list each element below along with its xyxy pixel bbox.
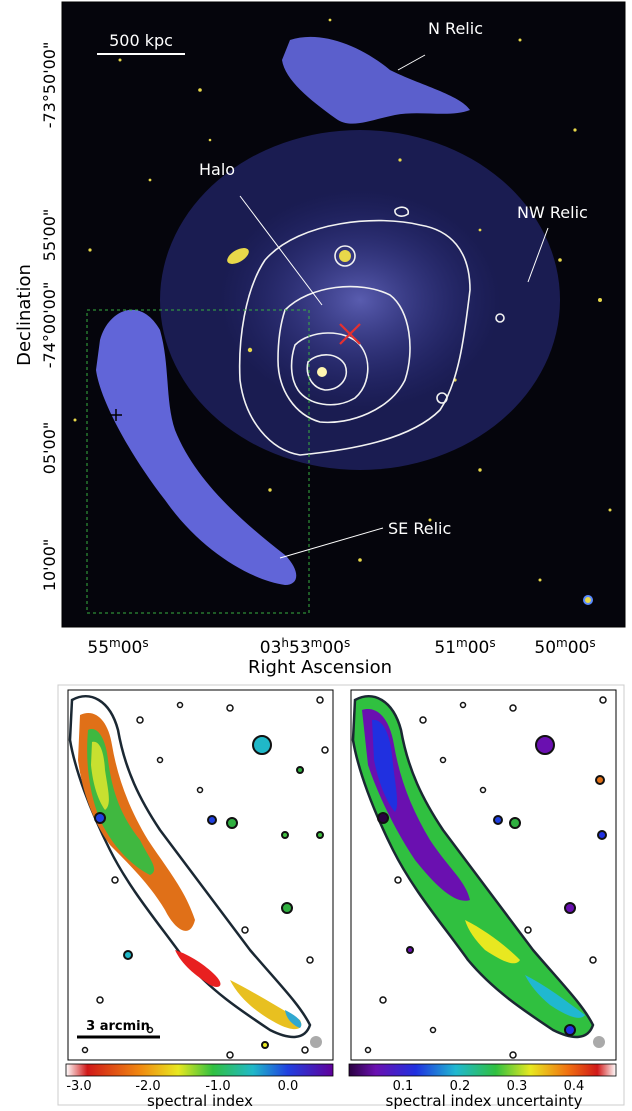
radio-source (339, 250, 351, 262)
x-tick-label: 51m00s (434, 636, 495, 658)
x-axis: 55m00s 03h53m00s 51m00s 50m00s Right Asc… (87, 636, 595, 678)
relic-index-region (175, 950, 221, 987)
n-relic-emission (282, 36, 470, 124)
map-frame (67, 689, 334, 1061)
y-axis: Declination -73°50'00" 55'00" -74°00'00"… (14, 42, 59, 592)
relic-uncertainty-region (351, 695, 595, 1039)
y-tick-label: -73°50'00" (40, 42, 59, 129)
label-halo: Halo (199, 160, 235, 179)
image-frame (61, 1, 626, 628)
colorbar-tick-label: -2.0 (135, 1079, 160, 1094)
y-axis-title: Declination (14, 264, 35, 366)
radio-source (227, 248, 249, 264)
map-frame (350, 689, 617, 1061)
right-colorbar-gradient (348, 1063, 617, 1077)
left-colorbar-title: spectral index (147, 1092, 253, 1110)
se-relic-emission (96, 309, 297, 585)
leader-n-relic (397, 54, 426, 71)
relic-index-region (91, 741, 109, 810)
x-tick-label: 50m00s (534, 636, 595, 658)
y-tick-label: 10'00" (40, 539, 59, 591)
plus-marker (110, 409, 122, 421)
relic-index-region (285, 1010, 302, 1028)
relic-uncertainty-region (372, 719, 398, 812)
bottom-figure-frame (57, 684, 625, 1106)
relic-uncertainty-region (465, 920, 520, 964)
right-colorbar: 0.1 0.2 0.3 0.4 spectral index uncertain… (348, 1063, 617, 1110)
spectral-index-uncertainty-map (350, 689, 617, 1061)
y-tick-label: 05'00" (40, 422, 59, 474)
x-tick-label: 55m00s (87, 636, 148, 658)
left-colorbar-gradient (65, 1063, 334, 1077)
zoom-region-box (86, 309, 310, 614)
leader-se-relic (279, 527, 384, 559)
scalebar-label: 500 kpc (109, 31, 173, 50)
x-tick-label: 03h53m00s (260, 636, 351, 658)
right-colorbar-title: spectral index uncertainty (386, 1092, 583, 1110)
colorbar-tick-label: -3.0 (66, 1079, 91, 1094)
relic-index-region (230, 980, 302, 1030)
colorbar-tick-label: 0.2 (450, 1079, 471, 1094)
compact-sources (377, 735, 607, 1036)
beam-marker (583, 595, 593, 605)
point-sources (73, 18, 612, 582)
radio-image-panel: 500 kpc N Relic Halo NW Relic SE Relic D… (14, 1, 626, 678)
y-tick-label: -74°00'00" (40, 282, 59, 369)
left-colorbar: -3.0 -2.0 -1.0 0.0 spectral index (65, 1063, 334, 1110)
leader-nw-relic (527, 227, 549, 283)
xray-contours (238, 206, 505, 456)
compact-sources (94, 735, 324, 1049)
noise-contours (81, 696, 329, 1059)
colorbar-tick-label: 0.3 (507, 1079, 528, 1094)
radio-source (317, 367, 327, 377)
beam-marker (310, 1036, 322, 1048)
leader-halo (239, 195, 323, 306)
scalebar-label: 3 arcmin (86, 1019, 150, 1034)
noise-contours (364, 696, 607, 1059)
colorbar-tick-label: -1.0 (205, 1079, 230, 1094)
label-nw-relic: NW Relic (517, 203, 588, 222)
relic-uncertainty-region (525, 975, 585, 1018)
colorbar-tick-label: 0.1 (393, 1079, 414, 1094)
colorbar-tick-label: 0.0 (278, 1079, 299, 1094)
bcg-marker (339, 323, 361, 345)
halo-core (220, 190, 500, 410)
colorbar-tick-label: 0.4 (564, 1079, 585, 1094)
beam-marker (593, 1036, 605, 1048)
spectral-index-map: 3 arcmin (67, 689, 334, 1061)
label-se-relic: SE Relic (388, 519, 451, 538)
label-n-relic: N Relic (428, 19, 483, 38)
relic-outer-contour (68, 695, 312, 1039)
x-axis-title: Right Ascension (248, 657, 392, 678)
y-tick-label: 55'00" (40, 209, 59, 261)
